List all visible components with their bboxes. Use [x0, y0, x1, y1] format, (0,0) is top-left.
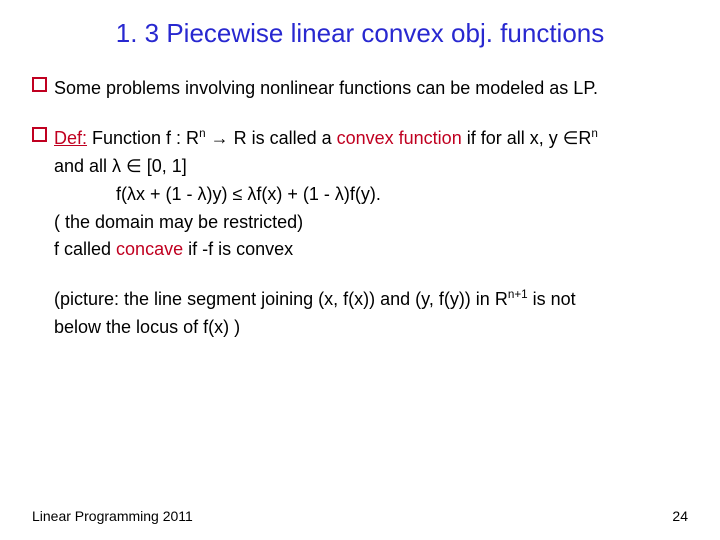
b2-n2: n — [591, 127, 598, 140]
b2-picture: (picture: the line segment joining (x, f… — [54, 286, 598, 342]
slide-body: Some problems involving nonlinear functi… — [32, 75, 688, 342]
b2-convex: convex function — [337, 128, 462, 148]
spacer — [54, 264, 598, 286]
def-label: Def: — [54, 128, 87, 148]
bullet-1-text: Some problems involving nonlinear functi… — [54, 75, 598, 103]
b2-t2: → R is called a — [206, 128, 337, 148]
bullet-box-icon — [32, 127, 47, 142]
bullet-box-icon — [32, 77, 47, 92]
b2-picture-b: is not — [528, 289, 576, 309]
bullet-2: Def: Function f : R n → R is called a con… — [32, 125, 688, 342]
b2-npexp: n+1 — [508, 288, 528, 301]
bullet-1: Some problems involving nonlinear functi… — [32, 75, 688, 103]
b2-line2: and all λ ∈ [0, 1] — [54, 153, 598, 181]
b2-picture-c: below the locus of f(x) ) — [54, 314, 598, 342]
b2-line5a: f called — [54, 239, 116, 259]
b2-t1: Function f : R — [87, 128, 199, 148]
b2-line5b: if -f is convex — [183, 239, 293, 259]
b2-concave: concave — [116, 239, 183, 259]
slide-title: 1. 3 Piecewise linear convex obj. functi… — [32, 18, 688, 49]
b2-line3: f(λx + (1 - λ)y) ≤ λf(x) + (1 - λ)f(y). — [116, 181, 598, 209]
footer-right: 24 — [672, 508, 688, 524]
b2-line5: f called concave if -f is convex — [54, 236, 598, 264]
b2-t3: if for all x, y ∈R — [462, 128, 592, 148]
footer-left: Linear Programming 2011 — [32, 508, 193, 524]
b2-picture-a: (picture: the line segment joining (x, f… — [54, 289, 508, 309]
slide-container: 1. 3 Piecewise linear convex obj. functi… — [0, 0, 720, 540]
b2-line4: ( the domain may be restricted) — [54, 209, 598, 237]
bullet-2-text: Def: Function f : R n → R is called a con… — [54, 125, 598, 342]
slide-footer: Linear Programming 2011 24 — [32, 508, 688, 524]
